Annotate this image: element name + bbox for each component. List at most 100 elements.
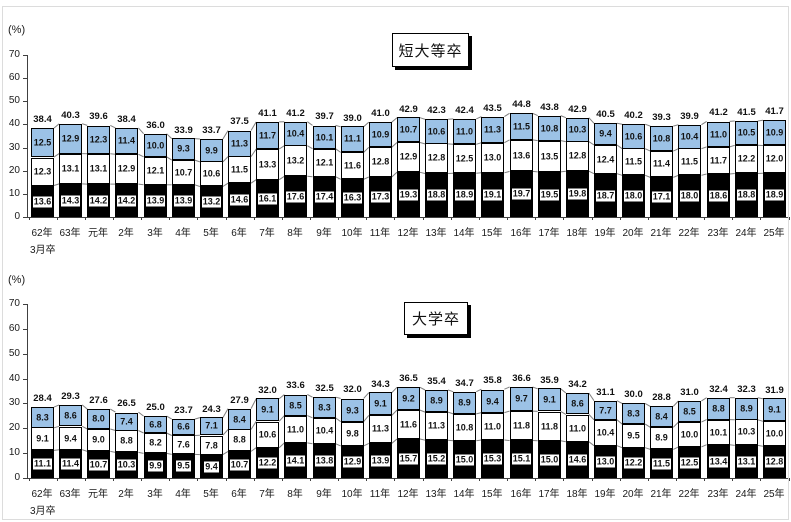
bar-segment-series-3-blue: 12.3 — [87, 126, 110, 154]
segment-value-chip: 9.9 — [148, 460, 163, 471]
bar-segment-series-1-black: 19.8 — [566, 171, 589, 217]
segment-value-chip: 12.8 — [764, 456, 785, 468]
segment-value-label: 12.9 — [342, 456, 363, 468]
stacked-bar: 10.7 8.8 8.4 — [228, 261, 251, 478]
x-category-tick — [197, 478, 198, 481]
bar-segment-series-3-blue: 9.3 — [172, 138, 195, 160]
x-category-label: 24年 — [735, 228, 757, 239]
x-category-tick — [789, 217, 790, 220]
stacked-bar: 17.3 12.8 10.9 — [369, 0, 392, 217]
x-category-label: 19年 — [594, 489, 616, 500]
bar-segment-series-2-white: 13.2 — [284, 145, 307, 176]
y-tick-label: 50 — [8, 95, 20, 106]
segment-value-chip: 9.5 — [176, 460, 191, 472]
connector-line — [729, 444, 735, 446]
connector-line — [138, 451, 144, 454]
bar-segment-series-2-white: 10.4 — [313, 418, 336, 444]
bar-segment-series-3-blue: 10.4 — [678, 125, 701, 149]
connector-line — [504, 439, 510, 441]
bar-segment-series-1-black: 13.9 — [172, 185, 195, 217]
bar-segment-series-1-black: 12.9 — [341, 446, 364, 478]
segment-value-label: 13.1 — [736, 456, 757, 467]
segment-value-chip: 12.2 — [257, 457, 278, 469]
bar-segment-series-3-blue: 7.7 — [594, 401, 617, 420]
segment-value-label: 12.8 — [427, 152, 446, 163]
segment-value-chip: 13.4 — [708, 456, 729, 467]
y-tick-label: 10 — [8, 447, 20, 458]
segment-value-chip: 12.5 — [679, 457, 700, 468]
segment-value-label: 11.1 — [343, 133, 362, 144]
segment-value-label: 9.4 — [599, 128, 612, 139]
x-category-tick — [57, 478, 58, 481]
segment-value-label: 13.2 — [201, 196, 222, 207]
stacked-bar: 15.0 11.8 9.1 — [538, 261, 561, 478]
bar-segment-series-3-blue: 11.0 — [707, 122, 730, 147]
segment-value-label: 13.5 — [540, 151, 559, 161]
segment-value-label: 9.4 — [201, 461, 222, 472]
connector-line — [166, 432, 172, 436]
x-category-label: 7年 — [259, 489, 275, 500]
x-category-tick — [563, 478, 564, 481]
stacked-bar: 18.8 12.8 10.6 — [425, 0, 448, 217]
x-category-tick — [113, 217, 114, 220]
bar-segment-series-1-black: 18.8 — [425, 173, 448, 217]
chart-panel-daigaku: (%) 0 10 20 30 40 50 60 70 11.1 9.1 8.3 28.4 62年 11.4 9… — [0, 261, 791, 522]
bar-segment-series-3-blue: 9.3 — [341, 399, 364, 422]
x-category-tick — [563, 217, 564, 220]
stacked-bar: 15.7 11.6 9.2 — [397, 261, 420, 478]
bar-segment-series-2-white: 7.8 — [200, 436, 223, 455]
total-value-label: 40.5 — [596, 109, 615, 120]
segment-value-label: 8.6 — [571, 398, 584, 408]
segment-value-label: 11.3 — [230, 138, 249, 149]
y-tick-mark — [23, 78, 27, 79]
y-tick-mark — [23, 379, 27, 380]
y-tick-label: 60 — [8, 323, 20, 334]
segment-value-label: 7.8 — [205, 440, 218, 450]
bar-segment-series-2-white: 9.5 — [622, 424, 645, 448]
segment-value-chip: 19.5 — [539, 189, 560, 200]
bar-segment-series-1-black: 13.0 — [594, 446, 617, 478]
bar-segment-series-3-blue: 8.4 — [650, 406, 673, 427]
segment-value-label: 14.6 — [567, 454, 588, 466]
x-category-label: 23年 — [707, 228, 729, 239]
segment-value-chip: 18.6 — [708, 190, 729, 201]
segment-value-chip: 18.0 — [679, 190, 700, 202]
bar-segment-series-3-blue: 6.8 — [144, 416, 167, 433]
segment-value-label: 9.4 — [64, 433, 77, 443]
bar-segment-series-1-black: 11.5 — [650, 449, 673, 478]
total-value-label: 31.0 — [680, 387, 699, 398]
total-value-label: 28.4 — [33, 393, 52, 404]
bar-segment-series-1-black: 18.6 — [707, 174, 730, 217]
bar-segment-series-1-black: 15.0 — [538, 441, 561, 478]
segment-value-label: 13.9 — [173, 195, 194, 207]
connector-line — [532, 170, 538, 173]
segment-value-label: 12.5 — [33, 137, 52, 147]
total-value-label: 32.0 — [258, 385, 277, 396]
segment-value-label: 8.9 — [430, 395, 443, 406]
x-category-tick — [451, 217, 452, 220]
segment-value-label: 10.3 — [568, 124, 587, 135]
bar-segment-series-2-white: 11.0 — [284, 416, 307, 443]
segment-value-label: 14.2 — [88, 195, 109, 206]
bar-segment-series-3-blue: 8.6 — [59, 405, 82, 426]
segment-value-chip: 14.2 — [88, 195, 109, 206]
stacked-bar: 12.9 9.8 9.3 — [341, 261, 364, 478]
bar-segment-series-3-blue: 9.1 — [763, 398, 786, 421]
segment-value-chip: 17.3 — [370, 191, 391, 203]
stacked-bar: 13.4 10.1 8.8 — [707, 261, 730, 478]
x-category-tick — [366, 217, 367, 220]
x-category-tick — [423, 478, 424, 481]
total-value-label: 36.0 — [146, 120, 165, 131]
segment-value-chip: 17.6 — [285, 191, 306, 202]
bar-segment-series-1-black: 10.3 — [115, 452, 138, 478]
x-category-tick — [141, 217, 142, 220]
segment-value-chip: 16.1 — [257, 193, 278, 204]
segment-value-label: 12.2 — [737, 153, 756, 164]
bar-segment-series-3-blue: 10.6 — [622, 124, 645, 149]
x-category-label: 3年 — [147, 228, 163, 239]
bar-segment-series-2-white: 11.5 — [228, 156, 251, 183]
y-tick-label: 30 — [8, 397, 20, 408]
bar-segment-series-2-white: 10.3 — [735, 419, 758, 445]
bar-segment-series-3-blue: 11.3 — [481, 117, 504, 143]
stacked-bar: 12.5 10.0 8.5 — [678, 261, 701, 478]
